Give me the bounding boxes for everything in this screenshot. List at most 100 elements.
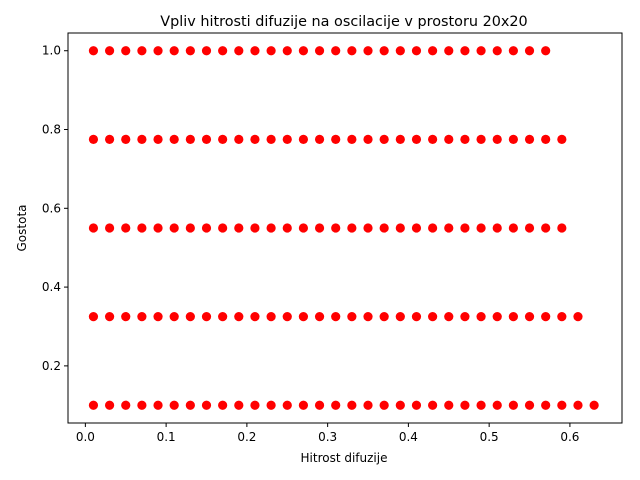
data-point xyxy=(104,312,115,322)
data-point xyxy=(137,46,147,56)
x-tick-label: 0.4 xyxy=(399,430,418,444)
data-point xyxy=(363,312,373,322)
x-axis: 0.0 0.1 0.2 0.3 0.4 0.5 0.6 xyxy=(76,423,579,444)
data-point xyxy=(557,400,567,410)
data-point xyxy=(411,223,422,233)
data-point xyxy=(314,223,325,233)
data-point xyxy=(363,223,373,233)
data-point xyxy=(379,46,389,56)
data-point xyxy=(508,400,518,410)
y-tick-label: 0.2 xyxy=(42,359,61,373)
data-point xyxy=(363,134,373,144)
data-point xyxy=(234,400,244,410)
x-tick-label: 0.5 xyxy=(480,430,499,444)
data-point xyxy=(266,46,276,56)
data-point xyxy=(121,134,131,144)
data-point xyxy=(460,134,470,144)
data-point xyxy=(201,46,212,56)
data-point xyxy=(492,134,502,144)
data-point xyxy=(395,46,405,56)
data-point xyxy=(541,400,551,410)
data-point xyxy=(395,400,405,410)
data-point xyxy=(524,134,535,144)
data-point xyxy=(379,400,389,410)
data-points xyxy=(88,46,599,410)
data-point xyxy=(444,400,454,410)
data-point xyxy=(524,223,535,233)
data-point xyxy=(331,46,341,56)
data-point xyxy=(347,134,357,144)
data-point xyxy=(508,223,518,233)
data-point xyxy=(411,134,422,144)
data-point xyxy=(476,134,486,144)
data-point xyxy=(347,312,357,322)
data-point xyxy=(524,46,535,56)
data-point xyxy=(298,223,309,233)
data-point xyxy=(411,312,422,322)
data-point xyxy=(121,400,131,410)
data-point xyxy=(169,400,179,410)
data-point xyxy=(153,312,163,322)
data-point xyxy=(266,312,276,322)
data-point xyxy=(218,134,228,144)
data-point xyxy=(234,134,244,144)
data-point xyxy=(395,312,405,322)
data-point xyxy=(508,134,518,144)
data-point xyxy=(492,46,502,56)
data-point xyxy=(137,312,147,322)
data-point xyxy=(250,223,260,233)
data-point xyxy=(201,312,212,322)
data-point xyxy=(476,400,486,410)
data-point xyxy=(428,312,438,322)
data-point xyxy=(444,223,454,233)
data-point xyxy=(347,400,357,410)
y-axis: 0.2 0.4 0.6 0.8 1.0 xyxy=(42,44,68,373)
data-point xyxy=(185,223,195,233)
data-point xyxy=(428,400,438,410)
y-tick-label: 0.8 xyxy=(42,123,61,137)
data-point xyxy=(314,312,325,322)
data-point xyxy=(250,46,260,56)
data-point xyxy=(492,223,502,233)
data-point xyxy=(298,46,309,56)
data-point xyxy=(185,46,195,56)
data-point xyxy=(104,223,115,233)
data-point xyxy=(428,223,438,233)
data-point xyxy=(411,400,422,410)
data-point xyxy=(201,400,212,410)
data-point xyxy=(298,400,309,410)
data-point xyxy=(282,46,292,56)
data-point xyxy=(331,312,341,322)
data-point xyxy=(121,312,131,322)
data-point xyxy=(153,134,163,144)
data-point xyxy=(573,400,583,410)
data-point xyxy=(524,312,535,322)
data-point xyxy=(250,134,260,144)
data-point xyxy=(557,223,567,233)
data-point xyxy=(541,134,551,144)
data-point xyxy=(153,46,163,56)
data-point xyxy=(573,312,583,322)
data-point xyxy=(218,46,228,56)
data-point xyxy=(282,134,292,144)
data-point xyxy=(88,400,99,410)
data-point xyxy=(169,134,179,144)
data-point xyxy=(331,400,341,410)
data-point xyxy=(185,134,195,144)
data-point xyxy=(428,46,438,56)
data-point xyxy=(298,312,309,322)
data-point xyxy=(298,134,309,144)
data-point xyxy=(557,312,567,322)
data-point xyxy=(508,46,518,56)
data-point xyxy=(444,134,454,144)
data-point xyxy=(444,46,454,56)
data-point xyxy=(476,46,486,56)
data-point xyxy=(379,134,389,144)
data-point xyxy=(444,312,454,322)
data-point xyxy=(201,223,212,233)
data-point xyxy=(314,46,325,56)
data-point xyxy=(282,400,292,410)
data-point xyxy=(250,400,260,410)
data-point xyxy=(266,223,276,233)
